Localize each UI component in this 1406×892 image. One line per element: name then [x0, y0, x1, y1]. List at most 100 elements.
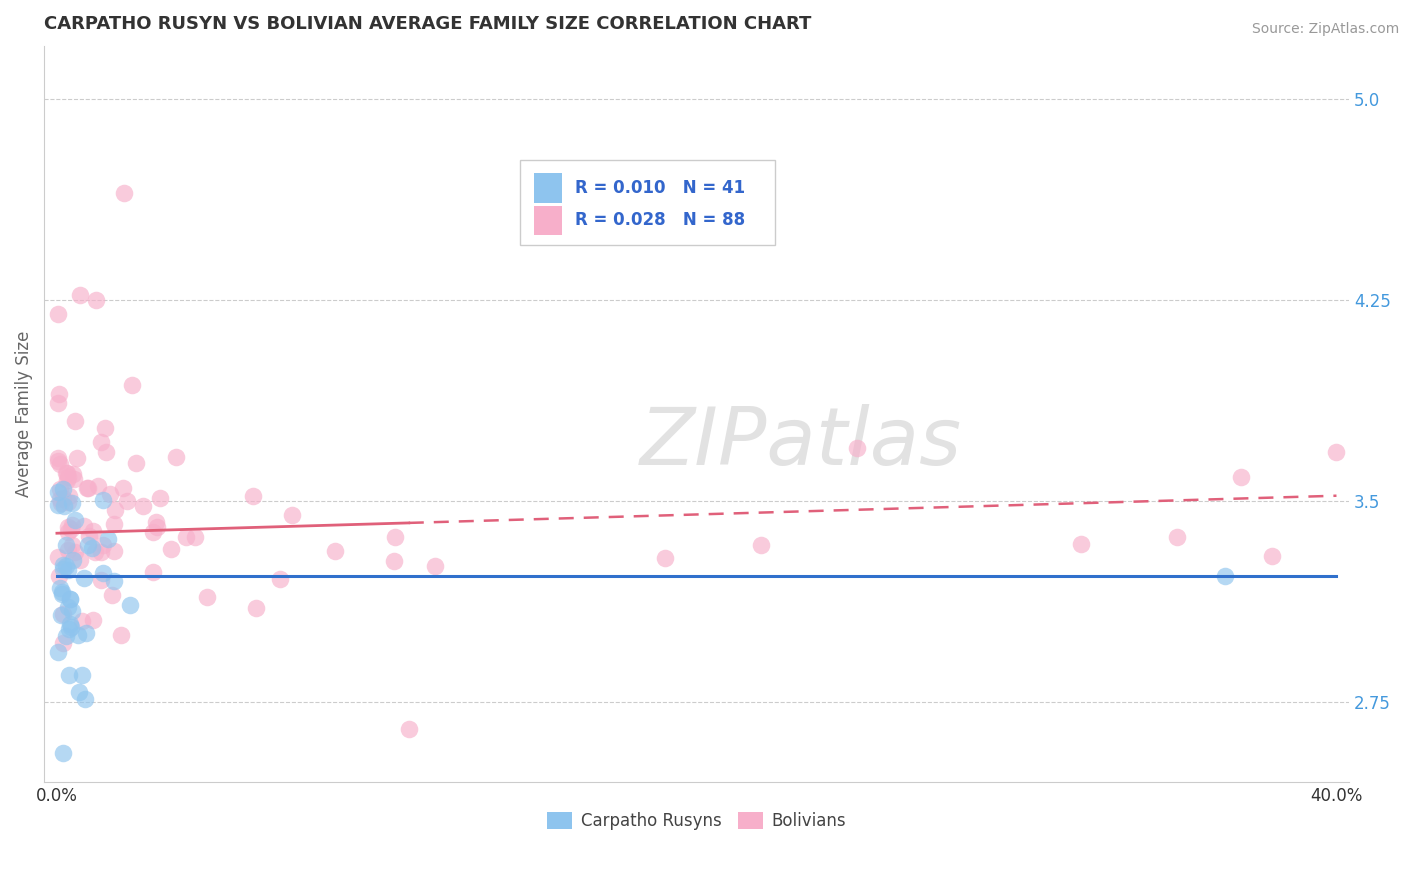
- Point: [46, 451, 69, 466]
- Point: [59, 522, 82, 536]
- Point: [55, 467, 77, 481]
- Point: [1213, 569, 1236, 583]
- Point: [281, 508, 304, 523]
- Point: [52, 746, 75, 760]
- Point: [1229, 470, 1251, 484]
- Point: [91, 566, 114, 580]
- Point: [48, 581, 70, 595]
- Point: [103, 516, 125, 531]
- Point: [1326, 445, 1348, 459]
- Point: [66, 451, 89, 466]
- Point: [63, 545, 86, 559]
- Point: [75, 626, 97, 640]
- Bar: [533, 173, 562, 202]
- Point: [1166, 530, 1188, 544]
- Point: [56, 470, 79, 484]
- Point: [121, 378, 143, 392]
- Point: [55, 559, 77, 574]
- Point: [269, 572, 291, 586]
- Point: [60, 604, 83, 618]
- Point: [76, 481, 98, 495]
- Point: [52, 482, 75, 496]
- Point: [382, 554, 405, 568]
- Point: [52, 561, 75, 575]
- Point: [63, 472, 86, 486]
- Text: Source: ZipAtlas.com: Source: ZipAtlas.com: [1251, 22, 1399, 37]
- Point: [112, 186, 135, 200]
- Point: [55, 538, 77, 552]
- Point: [73, 691, 96, 706]
- Point: [60, 496, 83, 510]
- Point: [63, 414, 86, 428]
- Point: [145, 515, 167, 529]
- Point: [94, 445, 117, 459]
- Point: [52, 491, 75, 505]
- Point: [160, 541, 183, 556]
- Point: [82, 613, 104, 627]
- Point: [60, 518, 83, 533]
- Point: [142, 524, 165, 539]
- Point: [51, 584, 73, 599]
- Point: [58, 622, 80, 636]
- Point: [184, 530, 207, 544]
- Text: R = 0.028   N = 88: R = 0.028 N = 88: [575, 211, 745, 229]
- Point: [46, 549, 69, 564]
- Point: [98, 487, 121, 501]
- Point: [93, 421, 115, 435]
- Point: [176, 530, 198, 544]
- Point: [56, 466, 79, 480]
- Point: [67, 628, 90, 642]
- Point: [749, 538, 772, 552]
- Text: R = 0.010   N = 41: R = 0.010 N = 41: [575, 179, 745, 197]
- Point: [323, 544, 346, 558]
- Point: [84, 293, 107, 307]
- Point: [46, 645, 69, 659]
- Point: [58, 489, 80, 503]
- Point: [384, 531, 406, 545]
- Point: [91, 538, 114, 552]
- Point: [1261, 549, 1284, 564]
- Point: [845, 441, 868, 455]
- Point: [110, 628, 132, 642]
- Point: [51, 608, 73, 623]
- Point: [91, 492, 114, 507]
- Point: [103, 544, 125, 558]
- Bar: [533, 205, 562, 235]
- Text: CARPATHO RUSYN VS BOLIVIAN AVERAGE FAMILY SIZE CORRELATION CHART: CARPATHO RUSYN VS BOLIVIAN AVERAGE FAMIL…: [44, 15, 811, 33]
- Point: [56, 494, 79, 508]
- Point: [77, 481, 100, 495]
- Point: [82, 524, 104, 538]
- Point: [59, 616, 82, 631]
- Point: [58, 525, 80, 540]
- Point: [48, 491, 70, 506]
- Point: [51, 587, 73, 601]
- Point: [58, 668, 80, 682]
- Point: [60, 538, 83, 552]
- Point: [46, 498, 69, 512]
- Point: [77, 528, 100, 542]
- Point: [58, 563, 80, 577]
- Point: [425, 559, 447, 574]
- Point: [90, 435, 112, 450]
- Point: [80, 541, 103, 555]
- Point: [101, 588, 124, 602]
- Point: [56, 520, 79, 534]
- Point: [115, 494, 138, 508]
- Point: [70, 614, 93, 628]
- Point: [56, 543, 79, 558]
- Point: [90, 573, 112, 587]
- Point: [46, 454, 69, 468]
- Point: [245, 601, 267, 615]
- Point: [73, 519, 96, 533]
- Point: [84, 545, 107, 559]
- Point: [52, 607, 75, 621]
- Point: [46, 396, 69, 410]
- Point: [72, 571, 94, 585]
- Point: [142, 566, 165, 580]
- Point: [654, 551, 676, 566]
- Point: [165, 450, 187, 465]
- Y-axis label: Average Family Size: Average Family Size: [15, 331, 32, 497]
- Point: [60, 620, 83, 634]
- Point: [87, 479, 110, 493]
- Point: [1070, 537, 1092, 551]
